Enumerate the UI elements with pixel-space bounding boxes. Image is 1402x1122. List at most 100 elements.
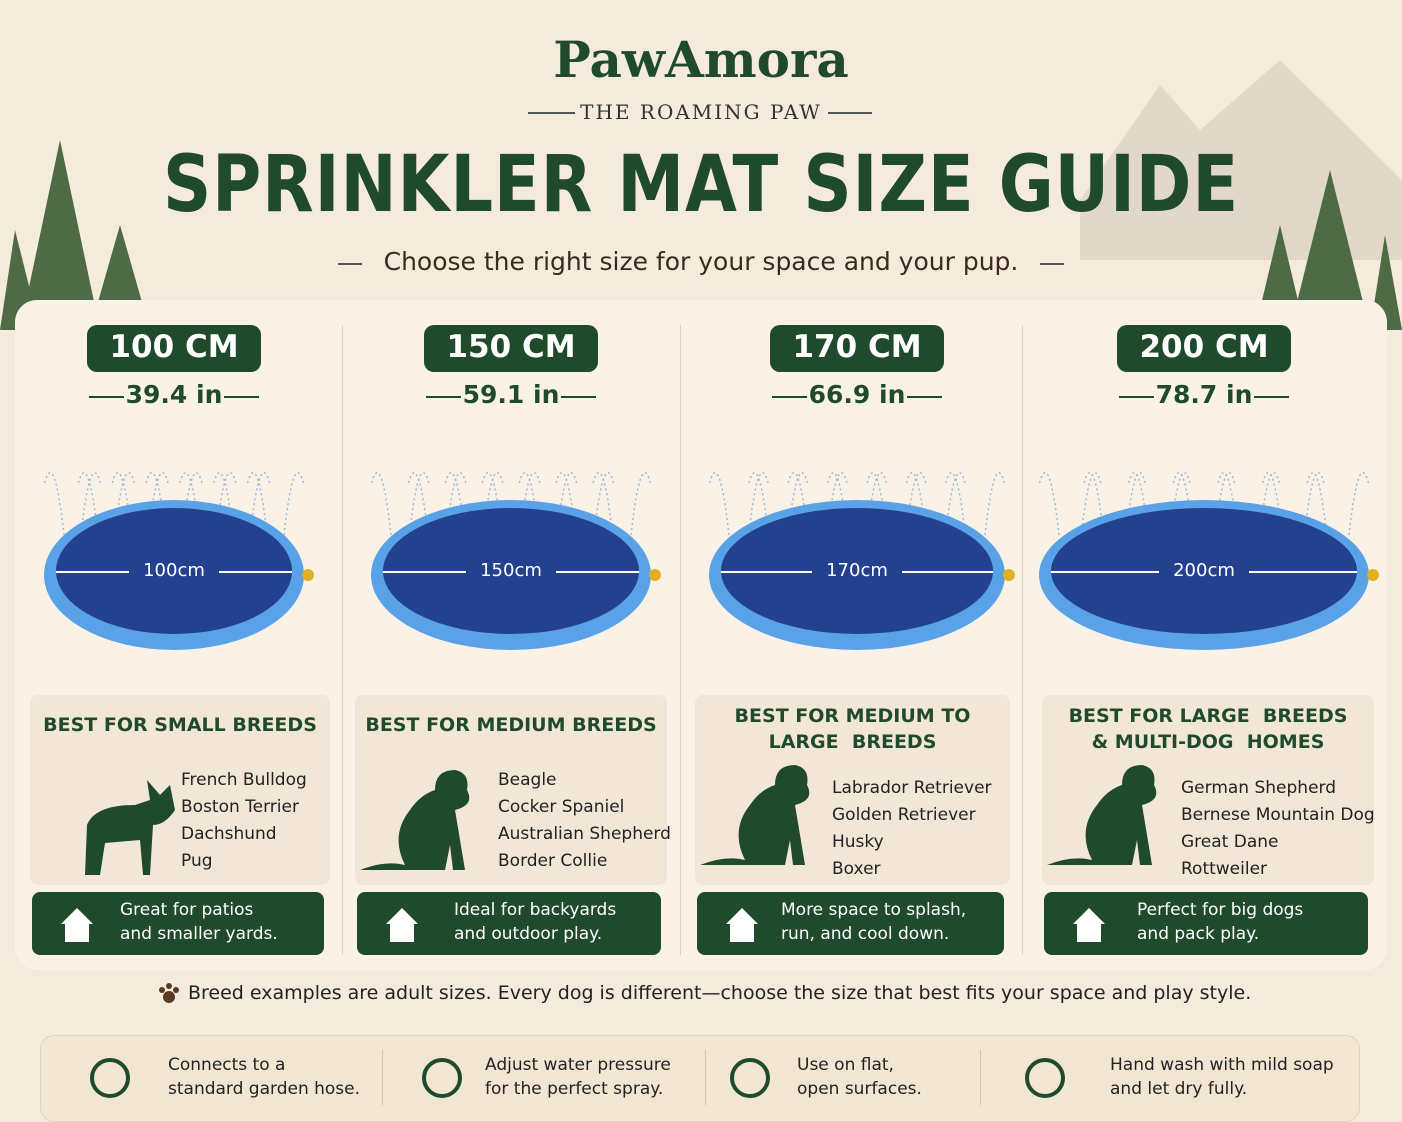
divider bbox=[342, 325, 343, 955]
rule-line bbox=[1040, 263, 1064, 265]
arrow-line bbox=[561, 396, 596, 398]
sprinkler-mat bbox=[351, 425, 671, 675]
size-badge: 200 CM bbox=[1117, 325, 1291, 372]
sprinkler-mat bbox=[24, 425, 324, 675]
breed-name: Australian Shepherd bbox=[498, 824, 671, 844]
footnote: Breed examples are adult sizes. Every do… bbox=[188, 982, 1252, 1004]
dog-silhouette bbox=[1042, 760, 1172, 875]
mat-label: 100cm bbox=[129, 560, 219, 581]
subtitle: Choose the right size for your space and… bbox=[383, 247, 1019, 276]
breed-name: Labrador Retriever bbox=[832, 778, 992, 798]
tip-icon-svg bbox=[422, 1058, 462, 1098]
arrow-line bbox=[772, 396, 807, 398]
tip-text: Use on flat, bbox=[797, 1055, 894, 1075]
tip-text: Adjust water pressure bbox=[485, 1055, 671, 1075]
best-for-heading: BEST FOR SMALL BREEDS bbox=[43, 714, 317, 736]
note-text: More space to splash, bbox=[781, 900, 967, 920]
rule-line bbox=[338, 263, 362, 265]
arrow-line bbox=[224, 396, 259, 398]
size-inches: 59.1 in bbox=[462, 380, 560, 409]
size-inches: 66.9 in bbox=[808, 380, 906, 409]
note-icon-svg bbox=[61, 908, 93, 942]
note-text: Great for patios bbox=[120, 900, 254, 920]
tip-text: open surfaces. bbox=[797, 1079, 922, 1099]
best-for-heading: BEST FOR MEDIUM BREEDS bbox=[365, 714, 657, 736]
sprinkler-mat bbox=[689, 425, 1025, 675]
breed-name: German Shepherd bbox=[1181, 778, 1337, 798]
sprinkler-mat-svg bbox=[708, 472, 1015, 650]
size-inches: 39.4 in bbox=[125, 380, 223, 409]
breed-name: Bernese Mountain Dog bbox=[1181, 805, 1375, 825]
arrow-line bbox=[907, 396, 942, 398]
sprinkler-mat-svg bbox=[370, 472, 661, 650]
breed-name: Boston Terrier bbox=[181, 797, 299, 817]
tip-text: and let dry fully. bbox=[1110, 1079, 1248, 1099]
tip-divider bbox=[705, 1050, 706, 1105]
breed-name: Rottweiler bbox=[1181, 859, 1268, 879]
size-cm: 200 CM bbox=[1139, 329, 1269, 365]
best-for-heading: LARGE BREEDS bbox=[768, 731, 937, 753]
breed-name: Golden Retriever bbox=[832, 805, 976, 825]
breed-name: French Bulldog bbox=[181, 770, 307, 790]
tip-text: Hand wash with mild soap bbox=[1110, 1055, 1334, 1075]
dog-silhouette-svg bbox=[700, 765, 810, 865]
best-for-heading: BEST FOR LARGE BREEDS bbox=[1068, 705, 1348, 727]
note-icon-svg bbox=[386, 908, 418, 942]
dog-silhouette bbox=[355, 765, 485, 880]
tip-icon bbox=[412, 1050, 472, 1105]
tip-icon-svg bbox=[1025, 1058, 1065, 1098]
paw-icon bbox=[157, 982, 181, 1006]
title: SPRINKLER MAT SIZE GUIDE bbox=[162, 140, 1240, 230]
note-icon bbox=[720, 902, 764, 946]
note-text: run, and cool down. bbox=[781, 924, 950, 944]
dog-silhouette-svg bbox=[1047, 765, 1157, 865]
mat-label: 150cm bbox=[466, 560, 556, 581]
tagline: THE ROAMING PAW bbox=[580, 100, 822, 124]
breed-name: Border Collie bbox=[498, 851, 608, 871]
tip-icon bbox=[80, 1050, 140, 1105]
note-bar: More space to splash, run, and cool down. bbox=[697, 892, 1004, 955]
note-text: Perfect for big dogs bbox=[1137, 900, 1304, 920]
sprinkler-mat bbox=[1019, 425, 1389, 675]
note-text: and pack play. bbox=[1137, 924, 1260, 944]
breed-box bbox=[30, 695, 330, 885]
size-cm: 170 CM bbox=[792, 329, 922, 365]
size-badge: 100 CM bbox=[87, 325, 261, 372]
tips-bar bbox=[40, 1035, 1360, 1122]
arrow-line bbox=[1119, 396, 1154, 398]
tip-divider bbox=[382, 1050, 383, 1105]
sprinkler-mat-svg bbox=[43, 472, 314, 650]
mat-label: 170cm bbox=[812, 560, 902, 581]
best-for-heading: BEST FOR MEDIUM TO bbox=[734, 705, 971, 727]
tip-icon bbox=[1015, 1050, 1075, 1105]
note-icon-svg bbox=[726, 908, 758, 942]
note-icon bbox=[55, 902, 99, 946]
tip-text: for the perfect spray. bbox=[485, 1079, 664, 1099]
mat-label: 200cm bbox=[1159, 560, 1249, 581]
size-inches: 78.7 in bbox=[1155, 380, 1253, 409]
size-cm: 150 CM bbox=[446, 329, 576, 365]
size-cm: 100 CM bbox=[109, 329, 239, 365]
tip-text: standard garden hose. bbox=[168, 1079, 361, 1099]
breed-name: Husky bbox=[832, 832, 884, 852]
dog-silhouette-svg bbox=[360, 770, 470, 870]
rule-line bbox=[528, 112, 575, 114]
note-icon bbox=[380, 902, 424, 946]
note-text: and smaller yards. bbox=[120, 924, 278, 944]
arrow-line bbox=[1254, 396, 1289, 398]
breed-name: Cocker Spaniel bbox=[498, 797, 625, 817]
note-text: and outdoor play. bbox=[454, 924, 603, 944]
paw-icon-svg bbox=[159, 983, 179, 1003]
divider bbox=[680, 325, 681, 955]
breed-name: Dachshund bbox=[181, 824, 277, 844]
size-badge: 150 CM bbox=[424, 325, 598, 372]
tip-text: Connects to a bbox=[168, 1055, 286, 1075]
note-icon-svg bbox=[1073, 908, 1105, 942]
brand: PawAmora bbox=[553, 30, 849, 89]
size-badge: 170 CM bbox=[770, 325, 944, 372]
note-text: Ideal for backyards bbox=[454, 900, 617, 920]
breed-name: Boxer bbox=[832, 859, 881, 879]
best-for-heading: & MULTI-DOG HOMES bbox=[1091, 731, 1325, 753]
